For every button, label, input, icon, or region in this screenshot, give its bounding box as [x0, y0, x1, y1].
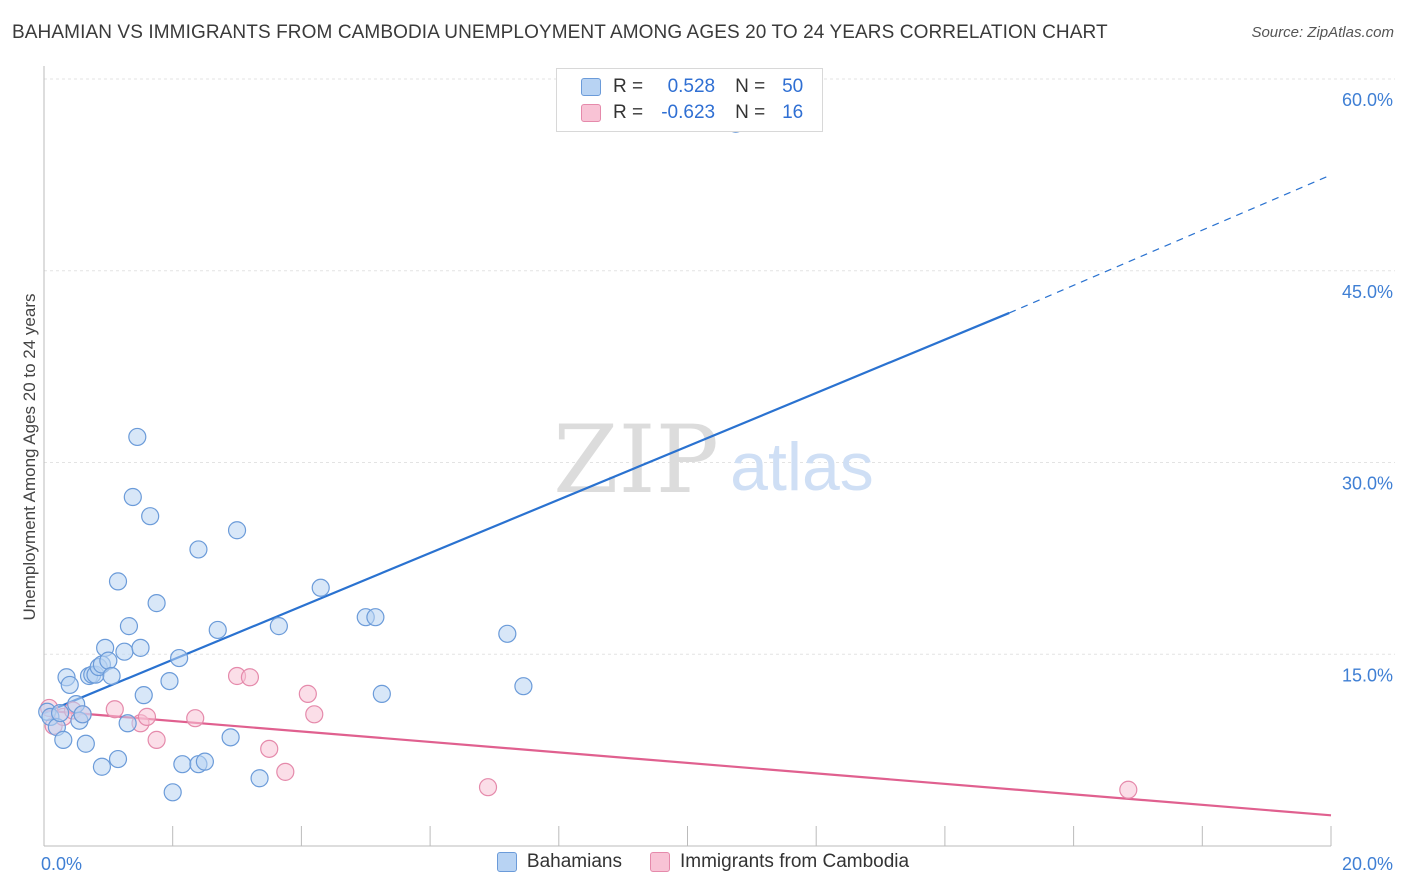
point-cambodia: [305, 705, 324, 724]
point-bahamians: [208, 620, 227, 640]
point-bahamians: [227, 521, 247, 540]
point-cambodia: [1119, 780, 1138, 799]
legend-item-bahamians: Bahamians: [496, 851, 622, 873]
n-value: 50: [782, 76, 804, 97]
r-label: R =: [613, 76, 644, 97]
point-cambodia: [260, 739, 279, 758]
stats-row-cambodia: R = -0.623 N = 16: [581, 101, 803, 125]
point-cambodia: [186, 709, 205, 728]
gridlines: [44, 78, 1395, 655]
n-label: N =: [735, 76, 766, 97]
point-bahamians: [134, 686, 153, 705]
point-cambodia: [298, 684, 317, 703]
y-tick-label: 30.0%: [1342, 474, 1393, 494]
legend-label: Bahamians: [526, 851, 622, 872]
chart-title: BAHAMIAN VS IMMIGRANTS FROM CAMBODIA UNE…: [12, 22, 1108, 43]
point-bahamians: [311, 578, 330, 597]
trendlines: [43, 174, 1332, 817]
watermark-zip: ZIP: [553, 406, 719, 515]
point-bahamians: [108, 572, 128, 591]
blue-swatch: [581, 78, 601, 96]
legend-item-cambodia: Immigrants from Cambodia: [649, 851, 910, 873]
point-bahamians: [92, 757, 112, 776]
r-value: 0.528: [667, 76, 716, 97]
trendline-bahamians: [43, 311, 1010, 715]
tick-labels: 15.0% 30.0% 45.0% 60.0% 0.0% 20.0%: [41, 90, 1393, 874]
point-cambodia: [137, 707, 157, 726]
r-value: -0.623: [661, 102, 716, 123]
trendline-cambodia: [43, 709, 1332, 817]
x-tick-label: 0.0%: [41, 854, 82, 874]
point-bahamians: [123, 487, 142, 507]
point-cambodia: [105, 700, 124, 719]
trendline-bahamians-projection: [1009, 174, 1332, 314]
point-bahamians: [173, 755, 192, 774]
n-label: N =: [735, 102, 766, 123]
pink-swatch: [649, 852, 670, 872]
point-bahamians: [221, 728, 240, 747]
point-bahamians: [189, 540, 208, 559]
stats-row-bahamians: R = 0.528 N = 50: [581, 75, 803, 99]
point-bahamians: [99, 651, 118, 670]
series-legend: Bahamians Immigrants from Cambodia: [0, 851, 1406, 873]
x-tick-label: 20.0%: [1342, 854, 1393, 874]
legend-label: Immigrants from Cambodia: [679, 851, 910, 872]
point-bahamians: [102, 666, 121, 686]
watermark: ZIP atlas: [553, 406, 874, 515]
point-bahamians: [498, 624, 517, 643]
point-bahamians: [163, 783, 182, 802]
point-bahamians: [108, 749, 128, 769]
point-bahamians: [115, 642, 134, 661]
watermark-atlas: atlas: [730, 429, 874, 505]
y-tick-label: 45.0%: [1342, 282, 1393, 302]
point-bahamians: [366, 608, 385, 627]
point-bahamians: [160, 671, 179, 691]
chart-source: Source: ZipAtlas.com: [1251, 24, 1394, 41]
point-bahamians: [50, 703, 70, 723]
blue-swatch: [496, 852, 517, 872]
r-label: R =: [613, 102, 644, 123]
point-bahamians: [250, 769, 269, 788]
n-value: 16: [782, 102, 804, 123]
point-bahamians: [54, 730, 73, 749]
point-bahamians: [128, 427, 147, 447]
point-bahamians: [514, 677, 533, 696]
y-tick-label: 60.0%: [1342, 90, 1393, 110]
stats-legend: R = 0.528 N = 50 R = -0.623 N = 16: [556, 68, 823, 132]
point-bahamians: [73, 705, 92, 724]
point-bahamians: [141, 507, 160, 526]
point-bahamians: [131, 638, 150, 657]
point-bahamians: [119, 617, 139, 636]
point-bahamians: [76, 734, 95, 753]
point-bahamians: [118, 714, 137, 733]
point-bahamians: [147, 594, 166, 613]
y-tick-label: 15.0%: [1342, 665, 1393, 685]
point-bahamians: [60, 675, 79, 695]
point-cambodia: [147, 730, 166, 749]
point-cambodia: [478, 778, 498, 797]
point-cambodia: [240, 668, 260, 687]
point-bahamians: [170, 648, 189, 668]
point-bahamians: [269, 617, 288, 636]
point-bahamians: [195, 752, 214, 771]
point-cambodia: [276, 762, 295, 781]
point-bahamians: [372, 684, 391, 703]
pink-swatch: [581, 104, 601, 122]
